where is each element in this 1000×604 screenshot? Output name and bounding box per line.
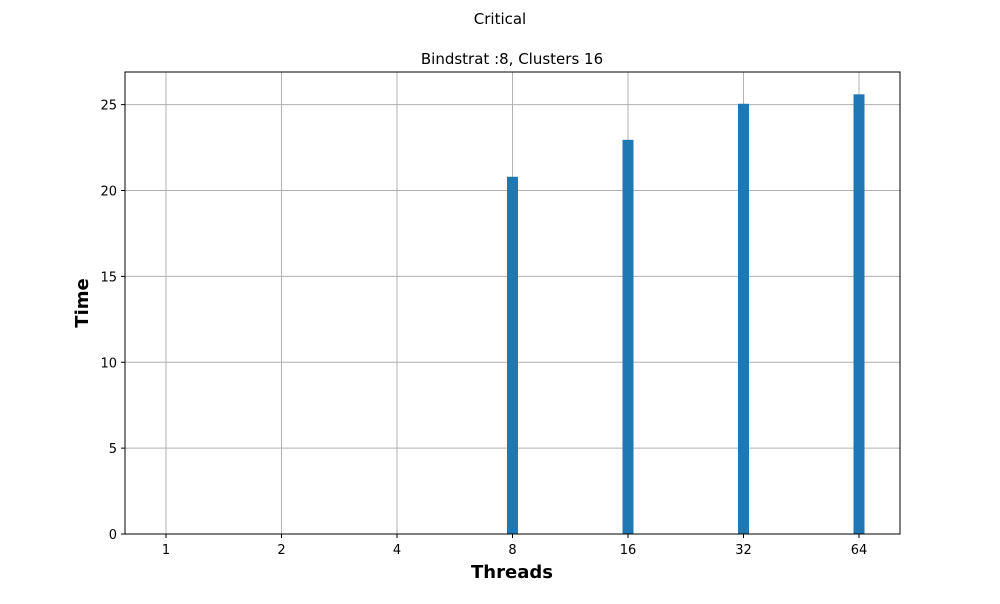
y-tick-label: 5: [109, 442, 117, 457]
x-tick-label: 2: [277, 543, 285, 558]
x-tick-label: 64: [851, 543, 868, 558]
bar: [622, 139, 634, 534]
chart-title: Bindstrat :8, Clusters 16: [421, 50, 603, 68]
y-tick-label: 20: [100, 185, 117, 200]
bar: [507, 176, 518, 534]
bar: [853, 94, 865, 534]
y-tick-label: 25: [100, 99, 117, 114]
figure-title: Critical: [474, 10, 526, 28]
x-tick-label: 32: [735, 543, 752, 558]
ticks: 1 2 4 8 16 32 64 0 5 10 15 20 25: [100, 99, 867, 558]
bar: [738, 103, 749, 535]
x-tick-label: 1: [162, 543, 170, 558]
x-tick-label: 16: [620, 543, 637, 558]
y-tick-label: 10: [100, 356, 117, 371]
y-tick-label: 0: [109, 528, 117, 543]
x-axis-label: Threads: [471, 562, 553, 583]
x-tick-label: 8: [508, 543, 516, 558]
x-tick-label: 4: [393, 543, 401, 558]
bars: [507, 94, 865, 535]
y-tick-label: 15: [100, 270, 117, 285]
y-axis-label: Time: [72, 278, 93, 327]
